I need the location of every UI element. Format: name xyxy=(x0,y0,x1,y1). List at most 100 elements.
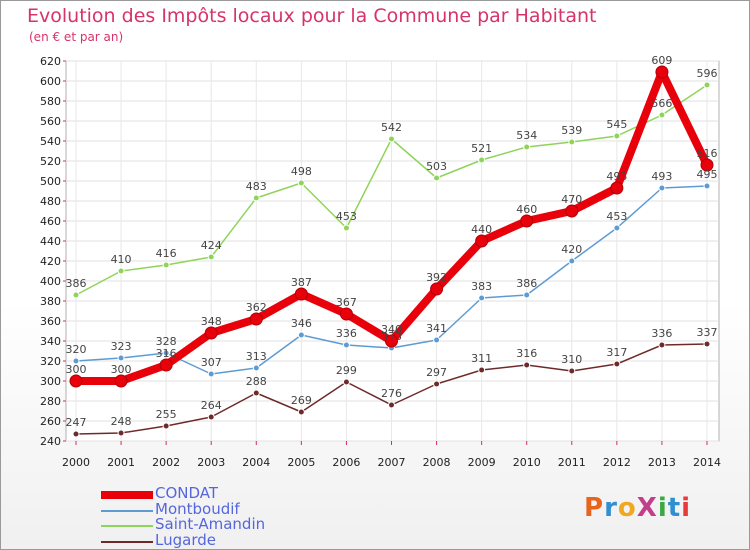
data-point xyxy=(342,224,350,232)
y-tick-label: 480 xyxy=(40,195,61,208)
x-tick-label: 2009 xyxy=(468,456,496,469)
data-label: 516 xyxy=(697,147,718,160)
data-point xyxy=(388,401,395,409)
data-point xyxy=(568,138,576,146)
data-label: 542 xyxy=(381,121,402,134)
data-point xyxy=(388,135,395,143)
x-tick-label: 2004 xyxy=(242,456,270,469)
legend-swatch xyxy=(101,509,153,512)
x-tick-label: 2006 xyxy=(332,456,360,469)
data-label: 346 xyxy=(291,317,312,330)
y-tick-label: 340 xyxy=(40,335,61,348)
data-point xyxy=(700,158,714,172)
x-tick-label: 2005 xyxy=(287,456,315,469)
y-tick-label: 520 xyxy=(40,155,61,168)
x-tick-label: 2011 xyxy=(558,456,586,469)
data-label: 316 xyxy=(156,347,177,360)
legend-label: CONDAT xyxy=(155,484,219,502)
data-point xyxy=(523,291,531,299)
data-point xyxy=(162,422,170,430)
data-point xyxy=(523,143,531,151)
data-point xyxy=(475,234,489,248)
data-label: 269 xyxy=(291,394,312,407)
data-label: 493 xyxy=(606,170,627,183)
plot-area xyxy=(65,60,720,442)
data-point xyxy=(252,364,260,372)
proxiti-logo: ProXiti xyxy=(584,493,692,523)
data-label: 440 xyxy=(471,223,492,236)
series-lines xyxy=(69,65,714,438)
data-label: 387 xyxy=(291,276,312,289)
data-label: 367 xyxy=(336,296,357,309)
data-point xyxy=(342,378,350,386)
y-tick-label: 360 xyxy=(40,315,61,328)
y-tick-label: 460 xyxy=(40,215,61,228)
data-labels: 300 300 316 348 362 387 367 340 392 440 460 470 493 6… xyxy=(66,54,718,429)
data-point xyxy=(249,312,263,326)
data-point xyxy=(478,366,486,374)
data-label: 470 xyxy=(561,193,582,206)
data-label: 264 xyxy=(201,399,222,412)
data-label: 386 xyxy=(66,277,87,290)
data-point xyxy=(207,370,215,378)
data-label: 521 xyxy=(471,142,492,155)
data-point xyxy=(658,341,666,349)
data-label: 341 xyxy=(426,322,447,335)
data-point xyxy=(159,358,173,372)
x-tick-label: 2002 xyxy=(152,456,180,469)
data-point xyxy=(342,341,350,349)
data-label: 453 xyxy=(336,210,357,223)
x-axis: 2000 2001 2002 2003 2004 2005 2006 2007 2008 2009… xyxy=(62,441,721,469)
y-tick-label: 540 xyxy=(40,135,61,148)
data-label: 534 xyxy=(516,129,537,142)
data-point xyxy=(433,380,441,388)
data-label: 248 xyxy=(111,415,132,428)
data-point xyxy=(252,194,260,202)
grid xyxy=(66,60,719,442)
y-tick-label: 280 xyxy=(40,395,61,408)
chart-title: Evolution des Impôts locaux pour la Comm… xyxy=(27,5,597,27)
data-point xyxy=(117,354,125,362)
data-label: 503 xyxy=(426,160,447,173)
data-label: 453 xyxy=(606,210,627,223)
data-point xyxy=(613,224,621,232)
data-point xyxy=(565,204,579,218)
y-axis: 240 260 280 300 320 340 360 380 400 420 440 460 480 5… xyxy=(40,55,66,448)
data-label: 483 xyxy=(246,180,267,193)
data-point xyxy=(72,357,80,365)
data-point xyxy=(207,413,215,421)
data-label: 493 xyxy=(651,170,672,183)
data-point xyxy=(433,174,441,182)
data-label: 300 xyxy=(111,363,132,376)
x-tick-label: 2013 xyxy=(648,456,676,469)
data-point xyxy=(72,430,80,438)
legend-swatch xyxy=(101,491,153,499)
data-label: 596 xyxy=(697,67,718,80)
data-label: 316 xyxy=(516,347,537,360)
data-label: 336 xyxy=(336,327,357,340)
data-label: 328 xyxy=(156,335,177,348)
data-label: 495 xyxy=(697,168,718,181)
data-label: 609 xyxy=(651,54,672,67)
data-label: 300 xyxy=(66,363,87,376)
data-label: 323 xyxy=(111,340,132,353)
data-label: 311 xyxy=(471,352,492,365)
data-point xyxy=(162,349,170,357)
data-label: 340 xyxy=(381,323,402,336)
legend-swatch xyxy=(101,540,153,543)
data-point xyxy=(385,334,398,348)
data-label: 424 xyxy=(201,239,222,252)
data-label: 420 xyxy=(561,243,582,256)
data-point xyxy=(433,336,441,344)
x-tick-label: 2008 xyxy=(423,456,451,469)
x-tick-label: 2012 xyxy=(603,456,631,469)
data-label: 348 xyxy=(201,315,222,328)
data-point xyxy=(162,261,170,269)
data-point xyxy=(114,374,128,388)
x-tick-label: 2003 xyxy=(197,456,225,469)
data-point xyxy=(520,214,534,228)
data-label: 276 xyxy=(381,387,402,400)
data-point xyxy=(339,307,353,321)
